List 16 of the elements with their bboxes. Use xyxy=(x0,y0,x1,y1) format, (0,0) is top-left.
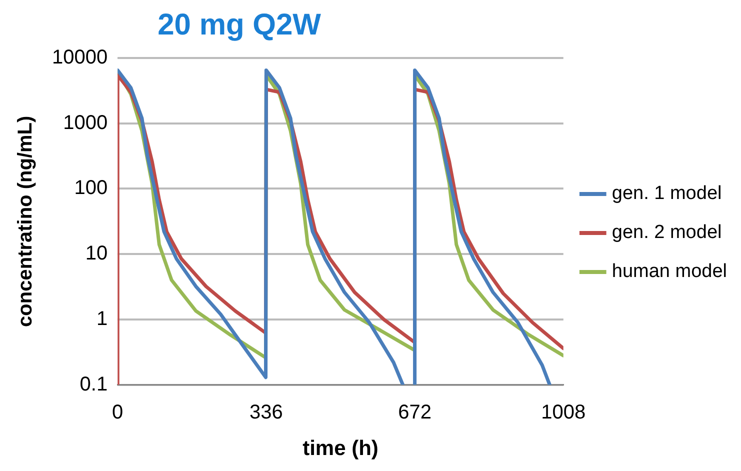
chart-title: 20 mg Q2W xyxy=(158,8,322,42)
y-tick-label: 1 xyxy=(96,308,108,330)
y-tick-label: 10000 xyxy=(52,46,108,69)
y-tick-label: 10 xyxy=(85,242,108,265)
x-tick-label: 1008 xyxy=(541,401,586,424)
legend-label: gen. 1 model xyxy=(612,183,722,204)
y-tick-label: 1000 xyxy=(63,112,108,134)
y-tick-label: 0.1 xyxy=(80,373,108,396)
x-tick-label: 336 xyxy=(250,401,283,424)
y-tick-label: 100 xyxy=(74,177,108,200)
x-tick-label: 0 xyxy=(112,401,124,424)
legend-label: gen. 2 model xyxy=(612,222,722,244)
x-tick-label: 672 xyxy=(398,401,432,424)
legend-label: human model xyxy=(612,261,727,282)
y-axis-title: concentratino (ng/mL) xyxy=(14,116,37,327)
x-axis-title: time (h) xyxy=(302,437,378,460)
